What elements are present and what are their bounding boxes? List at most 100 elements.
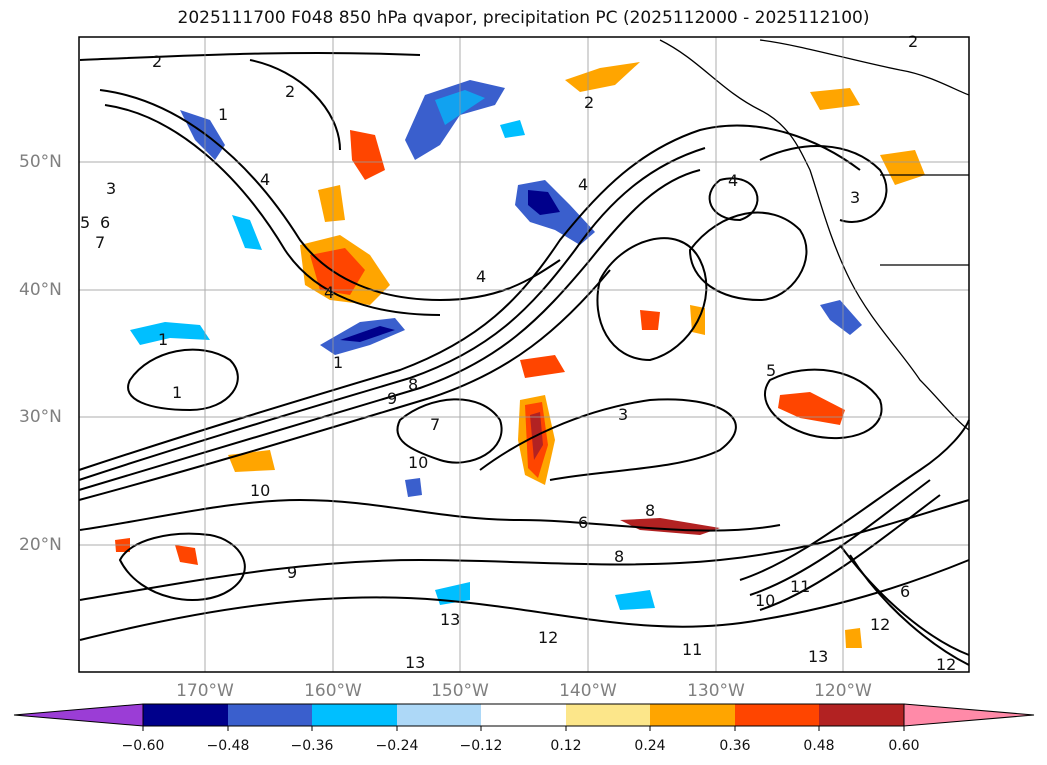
contour-label: 2: [152, 52, 162, 71]
contour-label: 13: [405, 653, 425, 672]
contour-label: 7: [95, 233, 105, 252]
contour-label: 1: [333, 353, 343, 372]
contour-label: 2: [908, 32, 918, 51]
contour-label: 12: [870, 615, 890, 634]
colorbar-segment: [819, 704, 904, 726]
contour-label: 5: [766, 361, 776, 380]
precip-negative-region: [405, 478, 422, 497]
contour-label: 2: [285, 82, 295, 101]
precip-positive-region: [565, 62, 640, 92]
colorbar-tick-label: −0.60: [121, 738, 165, 754]
lat-label-50n: 50°N: [19, 152, 62, 172]
lat-label-20n: 20°N: [19, 535, 62, 555]
contour-label: 3: [850, 188, 860, 207]
colorbar-segment: [566, 704, 650, 726]
contour-label: 9: [287, 563, 297, 582]
contour-label: 13: [808, 647, 828, 666]
coastline: [659, 39, 970, 431]
colorbar-segment: [228, 704, 312, 726]
precip-positive-region: [350, 130, 385, 180]
precip-positive-region: [640, 310, 660, 330]
precip-negative-region: [435, 582, 470, 605]
contour-label: 4: [578, 175, 588, 194]
contour-label: 8: [408, 375, 418, 394]
gridlines: [79, 37, 969, 672]
contour-label: 10: [408, 453, 428, 472]
colorbar: [13, 703, 1035, 731]
lon-label-120w: 120°W: [814, 681, 872, 701]
colorbar-extend-left: [13, 703, 144, 727]
contour-label: 12: [936, 655, 956, 674]
map-frame: [78, 36, 970, 673]
contour-label: 9: [387, 389, 397, 408]
precip-shading: [115, 62, 925, 648]
precip-negative-region: [340, 326, 395, 342]
contour-label: 3: [106, 179, 116, 198]
precip-negative-region: [528, 190, 560, 215]
contour-label: 4: [260, 170, 270, 189]
colorbar-tick-label: 0.24: [634, 738, 666, 754]
colorbar-segment: [481, 704, 566, 726]
precip-positive-region: [520, 355, 565, 378]
precip-negative-region: [615, 590, 655, 610]
colorbar-tick-label: −0.24: [375, 738, 419, 754]
colorbar-tick-label: −0.36: [290, 738, 334, 754]
precip-negative-region: [232, 215, 262, 250]
contour-label: 10: [250, 481, 270, 500]
contour-label: 7: [430, 415, 440, 434]
colorbar-tick-label: 0.12: [550, 738, 582, 754]
colorbar-tick-label: 0.36: [719, 738, 751, 754]
precip-positive-region: [810, 88, 860, 110]
precip-negative-region: [130, 322, 210, 345]
contour-label: 2: [584, 93, 594, 112]
contour-label: 6: [100, 213, 110, 232]
lon-label-130w: 130°W: [687, 681, 745, 701]
contour-label: 6: [578, 513, 588, 532]
contour-label: 6: [900, 582, 910, 601]
colorbar-segment: [143, 704, 228, 726]
colorbar-segment: [312, 704, 397, 726]
lon-label-150w: 150°W: [431, 681, 489, 701]
contour-label: 4: [728, 171, 738, 190]
precip-negative-region: [500, 120, 525, 138]
contour-label: 11: [682, 640, 702, 659]
lat-label-30n: 30°N: [19, 407, 62, 427]
contour-label: 1: [172, 383, 182, 402]
precip-positive-region: [310, 248, 365, 295]
colorbar-tick-label: −0.48: [206, 738, 250, 754]
contour-label: 1: [158, 330, 168, 349]
colorbar-border: [142, 703, 905, 727]
precip-positive-region: [175, 545, 198, 565]
colorbar-tick-label: −0.12: [459, 738, 503, 754]
colorbar-segment: [397, 704, 481, 726]
contour-label: 8: [645, 501, 655, 520]
precip-positive-region: [880, 150, 925, 185]
colorbar-segment: [650, 704, 735, 726]
contour-label: 5: [80, 213, 90, 232]
map-background: [79, 37, 969, 672]
contour-label: 10: [755, 591, 775, 610]
precip-positive-region: [845, 628, 862, 648]
contour-label: 12: [538, 628, 558, 647]
lon-label-160w: 160°W: [304, 681, 362, 701]
precip-positive-region: [318, 185, 345, 222]
lat-label-40n: 40°N: [19, 280, 62, 300]
contour-label: 1: [218, 105, 228, 124]
precip-negative-region: [180, 110, 225, 160]
colorbar-tick-label: 0.48: [803, 738, 835, 754]
contour-label: 4: [324, 283, 334, 302]
contour-label: 4: [476, 267, 486, 286]
colorbar-extend-right: [903, 703, 1035, 727]
colorbar-segment: [735, 704, 819, 726]
contour-labels: 2 2 2 2 3 3 3 4 4 4 4 4 5 5 6 6 6 7 7 8 …: [80, 32, 956, 674]
contour-label: 8: [614, 547, 624, 566]
colorbar-tick-label: 0.60: [888, 738, 920, 754]
lon-label-140w: 140°W: [559, 681, 617, 701]
contour-label: 13: [440, 610, 460, 629]
contour-label: 11: [790, 577, 810, 596]
lon-label-170w: 170°W: [176, 681, 234, 701]
map-title: 2025111700 F048 850 hPa qvapor, precipit…: [177, 8, 870, 28]
contour-label: 3: [618, 405, 628, 424]
precip-negative-region: [820, 300, 862, 335]
